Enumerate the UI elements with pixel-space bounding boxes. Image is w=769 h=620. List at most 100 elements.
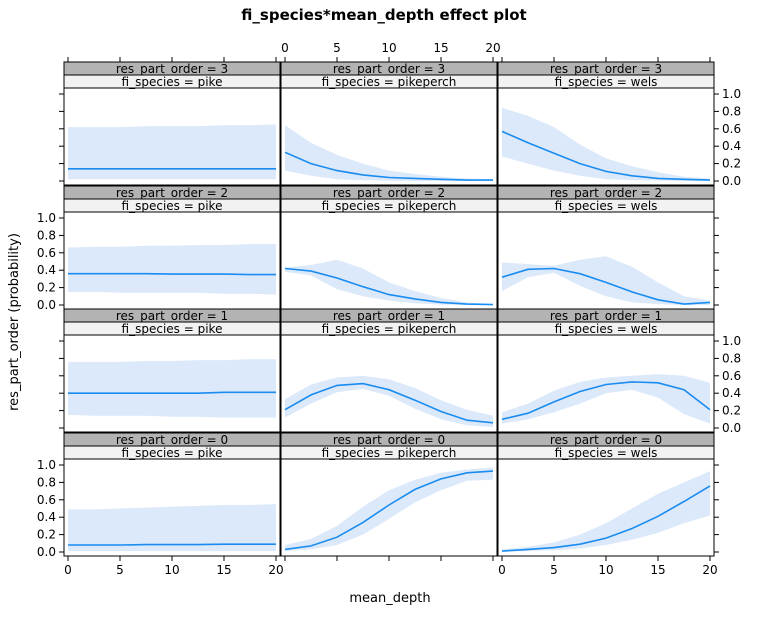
x-tick-label: 10 <box>164 563 179 577</box>
y-tick-label: 0.2 <box>722 157 741 171</box>
panel-0-1: res_part_order = 3fi_species = pikeperch <box>280 61 498 186</box>
strip-row-label-text: res_part_order = 2 <box>333 186 445 200</box>
y-tick-label: 0.8 <box>722 351 741 365</box>
y-tick-label: 0.4 <box>37 510 56 524</box>
fitted-line <box>68 272 276 276</box>
strip-row-label-text: res_part_order = 1 <box>550 309 662 323</box>
x-tick-label: 15 <box>650 563 665 577</box>
y-tick-label: 0.6 <box>37 493 56 507</box>
y-tick-label: 1.0 <box>722 334 741 348</box>
y-tick-label: 0.4 <box>722 386 741 400</box>
fitted-line <box>284 151 493 181</box>
x-tick-label: 20 <box>702 563 717 577</box>
confidence-band <box>502 256 710 305</box>
panel-3-0: res_part_order = 0fi_species = pike <box>63 432 281 557</box>
x-tick-label: 20 <box>485 41 500 55</box>
strip-column-label-text: fi_species = pikeperch <box>322 322 457 336</box>
strip-row-label-text: res_part_order = 3 <box>550 62 662 76</box>
strip-column-label-text: fi_species = pike <box>122 446 223 460</box>
fitted-line <box>501 267 711 305</box>
x-tick-label: 15 <box>216 563 231 577</box>
y-tick-label: 0.6 <box>722 122 741 136</box>
strip-column-label-text: fi_species = pikeperch <box>322 446 457 460</box>
strip-row-label-text: res_part_order = 2 <box>550 186 662 200</box>
y-tick-label: 1.0 <box>37 458 56 472</box>
x-tick-label: 5 <box>116 563 124 577</box>
panel-1-2: res_part_order = 2fi_species = wels <box>497 185 715 310</box>
fitted-line <box>501 130 711 181</box>
confidence-band <box>68 124 276 180</box>
y-tick-label: 0.2 <box>37 281 56 295</box>
strip-column-label-text: fi_species = pikeperch <box>322 199 457 213</box>
confidence-band <box>285 259 493 305</box>
strip-column-label-text: fi_species = wels <box>555 322 658 336</box>
y-tick-label: 0.0 <box>37 545 56 559</box>
x-tick-label: 5 <box>550 563 558 577</box>
panel-frame <box>280 334 498 433</box>
fitted-line <box>501 381 711 421</box>
x-tick-label: 0 <box>281 41 289 55</box>
strip-column-label-text: fi_species = pike <box>122 322 223 336</box>
panel-frame <box>280 87 498 186</box>
confidence-band <box>68 244 276 295</box>
x-tick-label: 20 <box>268 563 283 577</box>
x-tick-label: 10 <box>381 41 396 55</box>
fitted-line <box>68 543 276 546</box>
panel-frame <box>63 87 281 186</box>
strip-column-label-text: fi_species = wels <box>555 199 658 213</box>
x-tick-label: 15 <box>433 41 448 55</box>
panel-frame <box>497 334 715 433</box>
confidence-band <box>502 107 710 181</box>
y-tick-label: 0.8 <box>37 475 56 489</box>
y-tick-label: 0.4 <box>722 139 741 153</box>
y-tick-label: 1.0 <box>37 211 56 225</box>
confidence-band <box>68 359 276 418</box>
fitted-line <box>284 267 494 306</box>
x-tick-label: 0 <box>64 563 72 577</box>
fitted-line <box>284 470 494 551</box>
panel-1-1: res_part_order = 2fi_species = pikeperch <box>280 185 498 310</box>
y-tick-label: 0.8 <box>37 228 56 242</box>
fitted-line <box>68 391 276 394</box>
panel-2-2: res_part_order = 1fi_species = wels <box>497 308 715 433</box>
confidence-band <box>502 374 710 424</box>
confidence-band <box>68 504 276 552</box>
y-tick-label: 0.0 <box>37 298 56 312</box>
y-tick-label: 0.2 <box>722 404 741 418</box>
y-tick-label: 0.0 <box>722 174 741 188</box>
y-tick-label: 0.0 <box>722 421 741 435</box>
strip-column-label-text: fi_species = pike <box>122 199 223 213</box>
confidence-band <box>285 375 493 428</box>
panel-frame <box>63 334 281 433</box>
strip-column-label-text: fi_species = pike <box>122 75 223 89</box>
strip-row-label-text: res_part_order = 3 <box>333 62 445 76</box>
panel-grid: res_part_order = 3fi_species = pikeres_p… <box>63 61 715 557</box>
strip-column-label-text: fi_species = wels <box>555 446 658 460</box>
panel-3-2: res_part_order = 0fi_species = wels <box>497 432 715 557</box>
confidence-band <box>502 471 710 552</box>
panel-0-0: res_part_order = 3fi_species = pike <box>63 61 281 186</box>
y-tick-label: 0.2 <box>37 528 56 542</box>
panel-2-0: res_part_order = 1fi_species = pike <box>63 308 281 433</box>
y-tick-label: 1.0 <box>722 87 741 101</box>
panel-1-0: res_part_order = 2fi_species = pike <box>63 185 281 310</box>
y-tick-label: 0.4 <box>37 263 56 277</box>
strip-row-label-text: res_part_order = 1 <box>116 309 228 323</box>
strip-column-label-text: fi_species = wels <box>555 75 658 89</box>
strip-column-label-text: fi_species = pikeperch <box>322 75 457 89</box>
x-tick-label: 10 <box>598 563 613 577</box>
panel-3-1: res_part_order = 0fi_species = pikeperch <box>280 432 498 557</box>
fitted-line <box>501 485 711 552</box>
strip-row-label-text: res_part_order = 2 <box>116 186 228 200</box>
strip-row-label-text: res_part_order = 0 <box>333 433 445 447</box>
axis-group: 0.0 0.0 0.0 0.0 0.2 0.2 0.2 0.2 0.4 0.4 0.4 0.4 0.6 0… <box>37 41 741 577</box>
panel-0-2: res_part_order = 3fi_species = wels <box>497 61 715 186</box>
x-axis-label: mean_depth <box>349 591 430 606</box>
strip-row-label-text: res_part_order = 0 <box>116 433 228 447</box>
panel-2-1: res_part_order = 1fi_species = pikeperch <box>280 308 498 433</box>
y-axis-label: res_part_order (probability) <box>7 233 22 411</box>
x-tick-label: 5 <box>333 41 341 55</box>
fitted-line <box>284 382 494 424</box>
